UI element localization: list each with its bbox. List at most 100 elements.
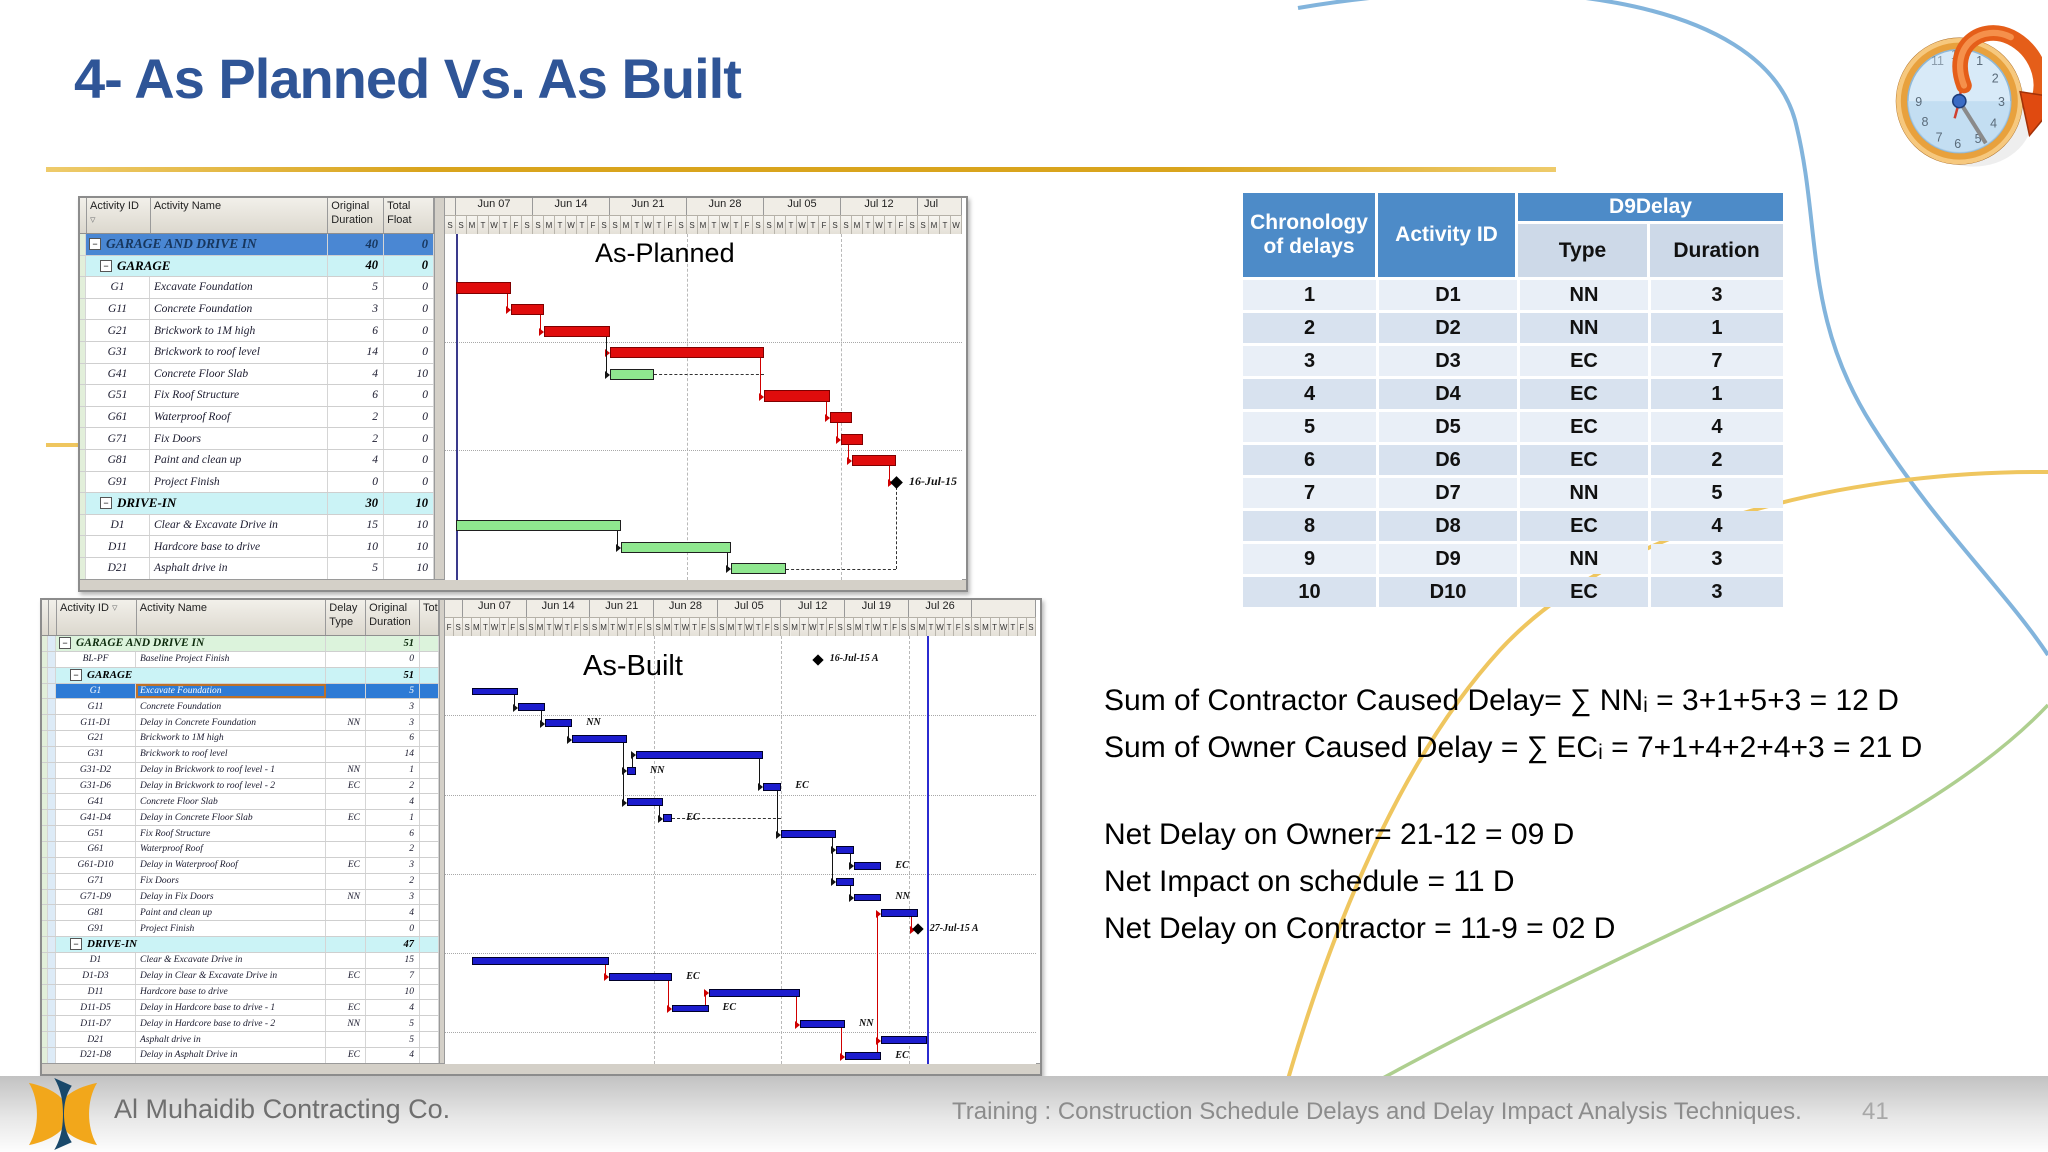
table-row: − DRIVE-IN 30 10 (80, 493, 434, 515)
gantt-bar (472, 956, 609, 965)
delay-cell: 6 (1243, 445, 1376, 475)
activity-id-cell: G21 (56, 731, 136, 746)
table-row: G11 Concrete Foundation 3 (42, 699, 439, 716)
collapse-icon: − (100, 259, 112, 272)
activity-name-cell: Paint and clean up (136, 905, 326, 921)
value-cell (48, 1032, 56, 1047)
summary-name: GARAGE (117, 257, 171, 273)
value-cell: 1 (366, 762, 420, 778)
value-cell (48, 1016, 56, 1032)
value-cell (48, 731, 56, 746)
value-cell (326, 921, 366, 937)
value-cell (42, 968, 48, 984)
activity-name-cell: Project Finish (136, 921, 326, 937)
svg-text:6: 6 (1954, 137, 1961, 151)
gantt-bar (545, 719, 573, 728)
link-line (777, 786, 779, 835)
value-cell (48, 715, 56, 731)
delay-cell: EC (1519, 346, 1648, 376)
value-cell: 4 (366, 905, 420, 921)
link-arrow (621, 798, 627, 807)
link-arrow (621, 767, 627, 776)
value-cell: 5 (328, 557, 384, 579)
value-cell (326, 937, 366, 952)
delay-cell: 7 (1243, 478, 1376, 508)
column-header (49, 600, 57, 635)
svg-text:8: 8 (1922, 115, 1929, 129)
calc-line: Sum of Contractor Caused Delay= ∑ NNᵢ = … (1104, 684, 1899, 717)
value-cell: 0 (384, 428, 434, 449)
delay-cell: EC (1519, 412, 1648, 442)
svg-text:11: 11 (1931, 54, 1944, 68)
value-cell (80, 277, 86, 298)
value-cell: 0 (384, 449, 434, 471)
table-row: − GARAGE AND DRIVE IN 40 0 (80, 234, 434, 256)
table-row: G31 Brickwork to roof level 14 (42, 746, 439, 763)
timeline-day-cell: T (672, 618, 682, 637)
activity-id-cell: G1 (86, 277, 150, 298)
gantt-bar (763, 782, 782, 791)
delay-cell: 1 (1650, 379, 1783, 409)
value-cell: 2 (366, 841, 420, 857)
value-cell: 30 (328, 493, 384, 514)
gantt-bar (456, 282, 511, 294)
gantt-bar (635, 750, 764, 759)
delay-cell: 5 (1650, 478, 1783, 508)
value-cell: 2 (328, 406, 384, 428)
value-cell: EC (326, 857, 366, 873)
summary-name: GARAGE AND DRIVE IN (106, 236, 257, 252)
value-cell: NN (326, 715, 366, 731)
value-cell (80, 557, 86, 579)
delay-cell: NN (1519, 478, 1648, 508)
delay-cell: 2 (1243, 313, 1376, 343)
value-cell (80, 385, 86, 406)
table-row: G1 Excavate Foundation 5 0 (80, 277, 434, 299)
value-cell (420, 968, 439, 984)
link-arrow (759, 392, 764, 401)
data-date-line (926, 636, 929, 1064)
value-cell (42, 746, 48, 762)
timeline-day-cell: S (581, 618, 591, 637)
value-cell: 0 (328, 471, 384, 493)
link-line (659, 802, 661, 819)
value-cell (420, 715, 439, 731)
table-row: G91 Project Finish 0 (42, 921, 439, 938)
value-cell (48, 651, 56, 667)
calc-line: Net Impact on schedule = 11 D (1104, 865, 1515, 898)
value-cell (48, 873, 56, 889)
delay-cell: 9 (1243, 544, 1376, 574)
value-cell: 3 (366, 857, 420, 873)
table-row: G81 Paint and clean up 4 (42, 905, 439, 922)
value-cell (42, 1000, 48, 1016)
value-cell (42, 715, 48, 731)
timeline-day-cell: W (797, 216, 808, 235)
table-row: D11 Hardcore base to drive 10 (42, 984, 439, 1001)
activity-id-cell: D1 (56, 952, 136, 968)
milestone-diamond (812, 654, 824, 666)
delay-cell: 3 (1650, 577, 1783, 607)
delay-cell: NN (1519, 313, 1648, 343)
gantt-bar (781, 830, 836, 839)
pane-splitter (434, 198, 445, 580)
gantt-bar (835, 877, 855, 886)
column-header: Activity ID ▿ (87, 198, 151, 233)
value-cell (42, 873, 48, 889)
timeline-day-cell: T (808, 216, 819, 235)
activity-name-cell: Delay in Concrete Floor Slab (136, 810, 326, 826)
activity-name-cell: Hardcore base to drive (150, 536, 328, 557)
activity-name-cell: Fix Roof Structure (150, 385, 328, 406)
delay-cell: D8 (1379, 511, 1517, 541)
timeline-day-cell: S (463, 618, 473, 637)
link-line (759, 754, 761, 787)
delay-table-row: 10 D10 EC 3 (1243, 577, 1783, 607)
activity-id-cell: G71-D9 (56, 889, 136, 905)
timeline-week-cell: Jul 26 (909, 600, 973, 617)
timeline-day-cell: T (885, 216, 896, 235)
timeline-week-cell: Jun 14 (527, 600, 591, 617)
value-cell (80, 493, 86, 514)
link-arrow (539, 327, 544, 336)
link-line (568, 723, 570, 740)
link-line (841, 1024, 843, 1056)
timeline-day-cell: S (908, 618, 918, 637)
activity-id-header: Activity ID (1378, 193, 1515, 277)
